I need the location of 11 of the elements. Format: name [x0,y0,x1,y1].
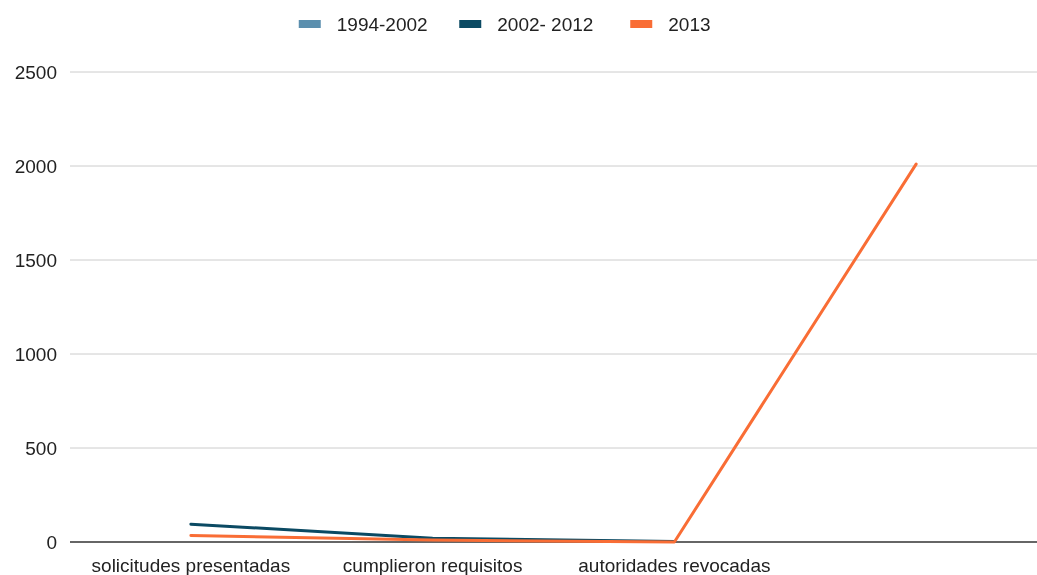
y-tick-label: 0 [46,531,57,553]
x-tick-label: autoridades revocadas [578,555,771,575]
line-series [189,162,918,544]
y-tick-label: 2000 [14,155,57,177]
legend-label: 2013 [668,13,711,35]
legend-label: 2002- 2012 [497,13,594,35]
legend-label: 1994-2002 [336,13,428,35]
y-tick-label: 500 [25,437,57,459]
y-tick-label: 1000 [14,343,57,365]
y-tick-label: 1500 [14,249,57,271]
y-tick-label: 2500 [14,61,57,83]
